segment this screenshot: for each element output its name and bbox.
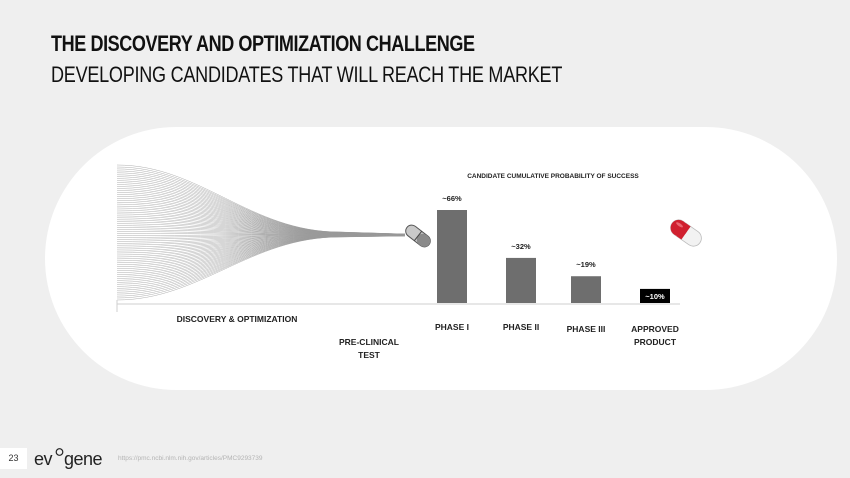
page-number: 23 xyxy=(8,453,19,463)
source-url: https://pmc.ncbi.nlm.nih.gov/articles/PM… xyxy=(118,455,263,462)
data-label: ~10% xyxy=(645,292,665,301)
category-label: PHASE II xyxy=(503,322,539,332)
page-number-tab xyxy=(0,448,27,469)
funnel-line xyxy=(116,235,406,301)
funnel-line xyxy=(116,164,406,235)
bar-phase-iii xyxy=(571,276,601,303)
svg-text:gene: gene xyxy=(64,449,103,469)
data-label: ~32% xyxy=(511,242,531,251)
category-label: PRODUCT xyxy=(634,337,677,347)
category-label: PHASE III xyxy=(567,324,606,334)
category-label: APPROVED xyxy=(631,324,679,334)
slide-title: THE DISCOVERY AND OPTIMIZATION CHALLENGE xyxy=(51,31,475,56)
svg-text:ev: ev xyxy=(34,449,53,469)
approved-capsule-icon xyxy=(670,219,702,247)
funnel-line xyxy=(116,190,406,235)
evogene-logo: ev gene xyxy=(34,448,103,469)
bar-phase-i xyxy=(437,210,467,303)
candidate-funnel-lines xyxy=(116,164,406,301)
category-label: DISCOVERY & OPTIMIZATION xyxy=(177,314,298,324)
slide-subtitle: DEVELOPING CANDIDATES THAT WILL REACH TH… xyxy=(51,62,563,87)
category-label: PRE-CLINICAL xyxy=(339,337,399,347)
bar-phase-ii xyxy=(506,257,536,303)
category-label: TEST xyxy=(358,350,381,360)
bar-approved-product xyxy=(640,288,670,303)
pre-clinical-capsule-icon xyxy=(405,224,431,248)
data-label: ~19% xyxy=(576,260,596,269)
chart-title: CANDIDATE CUMULATIVE PROBABILITY OF SUCC… xyxy=(467,173,639,180)
funnel-line xyxy=(116,235,406,277)
category-label: PHASE I xyxy=(435,322,469,332)
data-label: ~66% xyxy=(442,194,462,203)
funnel-line xyxy=(116,180,406,235)
